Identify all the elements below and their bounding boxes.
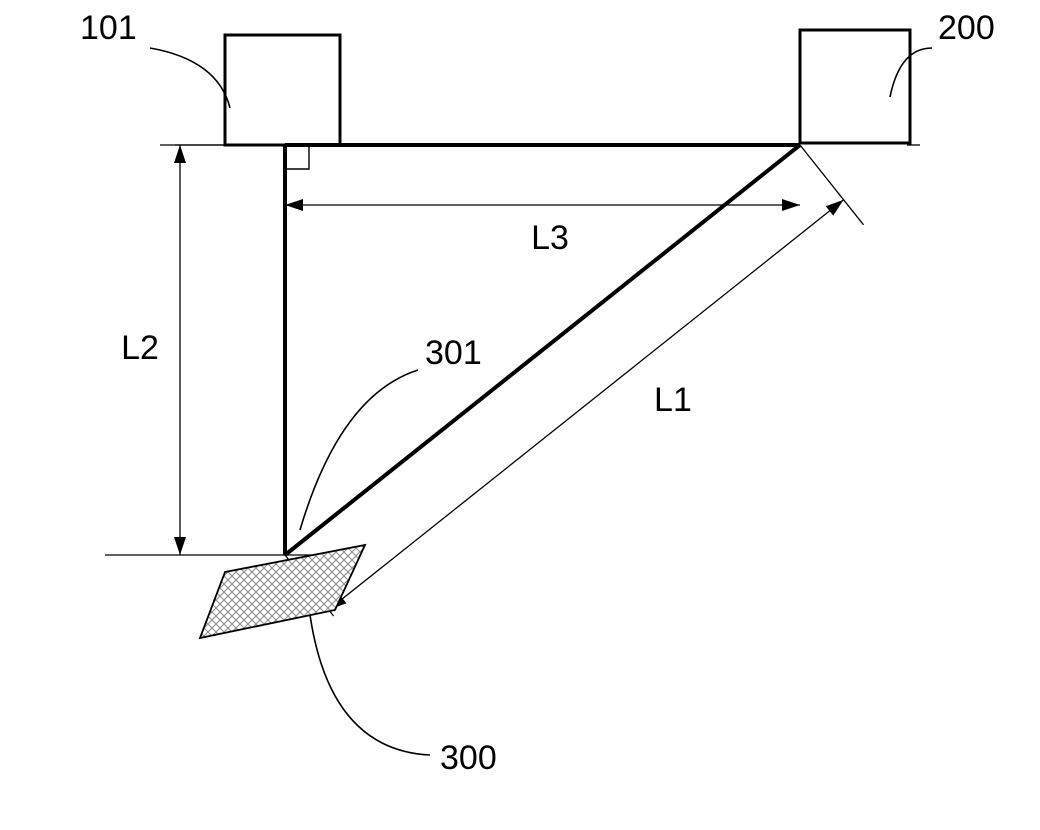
- label-300: 300: [440, 739, 497, 777]
- label-200: 200: [938, 9, 995, 47]
- box-200: [800, 30, 910, 143]
- tile-300: [200, 545, 365, 638]
- leader-301: [300, 370, 418, 530]
- label-L1: L1: [654, 381, 692, 419]
- right-angle-marker: [285, 145, 309, 169]
- diagram-svg: L2 L3 L1 101 200 301 300: [0, 0, 1040, 830]
- leader-300: [310, 615, 430, 755]
- label-L3: L3: [531, 219, 569, 257]
- ray-301: [285, 145, 800, 555]
- label-101: 101: [80, 9, 137, 47]
- label-L2: L2: [121, 329, 159, 367]
- leader-101: [150, 48, 230, 108]
- box-101: [225, 35, 340, 145]
- label-301: 301: [425, 334, 482, 372]
